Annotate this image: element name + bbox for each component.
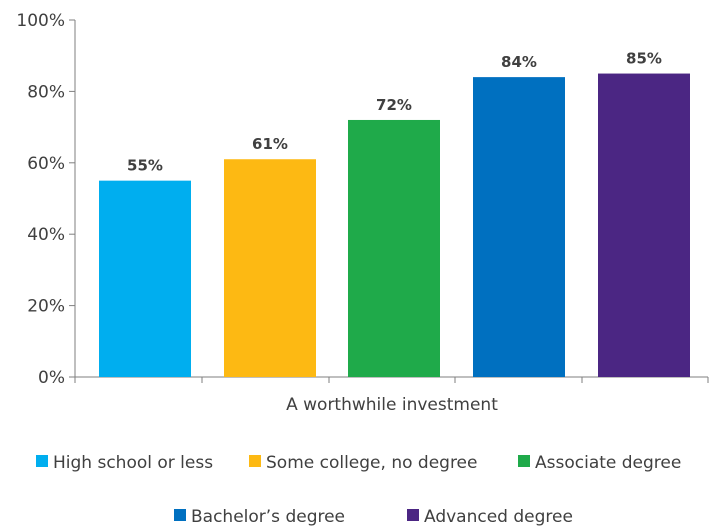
- bar: [598, 73, 690, 378]
- y-tick-label: 60%: [27, 154, 65, 174]
- legend-swatch: [174, 509, 186, 521]
- bar: [473, 77, 565, 378]
- legend-label: Some college, no degree: [266, 453, 477, 473]
- legend-item: High school or less: [36, 453, 213, 473]
- x-axis: A worthwhile investment: [74, 376, 709, 415]
- y-tick-label: 40%: [27, 225, 65, 245]
- legend-swatch: [249, 455, 261, 467]
- y-axis: 0% 20% 40% 60% 80% 100%: [16, 11, 76, 388]
- legend-label: Associate degree: [535, 453, 681, 473]
- bars: [99, 73, 690, 378]
- data-label: 55%: [127, 157, 163, 175]
- legend-item: Associate degree: [518, 453, 681, 473]
- data-label: 85%: [626, 50, 662, 68]
- legend-item: Some college, no degree: [249, 453, 477, 473]
- y-tick-label: 0%: [38, 368, 65, 388]
- legend-swatch: [407, 509, 419, 521]
- y-tick-label: 20%: [27, 297, 65, 317]
- x-category-label: A worthwhile investment: [286, 395, 498, 415]
- y-tick-label: 100%: [16, 11, 65, 31]
- bar: [224, 159, 316, 377]
- bar: [348, 119, 440, 378]
- legend-label: Advanced degree: [424, 507, 573, 527]
- legend-swatch: [518, 455, 530, 467]
- legend-swatch: [36, 455, 48, 467]
- legend-label: Bachelor’s degree: [191, 507, 345, 527]
- data-labels: 55% 61% 72% 84% 85%: [127, 50, 662, 175]
- bar: [99, 180, 191, 377]
- legend: High school or less Some college, no degr…: [36, 453, 681, 527]
- legend-item: Advanced degree: [407, 507, 573, 527]
- data-label: 72%: [376, 96, 412, 114]
- y-tick-label: 80%: [27, 82, 65, 102]
- legend-item: Bachelor’s degree: [174, 507, 345, 527]
- data-label: 84%: [501, 53, 537, 71]
- legend-label: High school or less: [53, 453, 213, 473]
- data-label: 61%: [252, 135, 288, 153]
